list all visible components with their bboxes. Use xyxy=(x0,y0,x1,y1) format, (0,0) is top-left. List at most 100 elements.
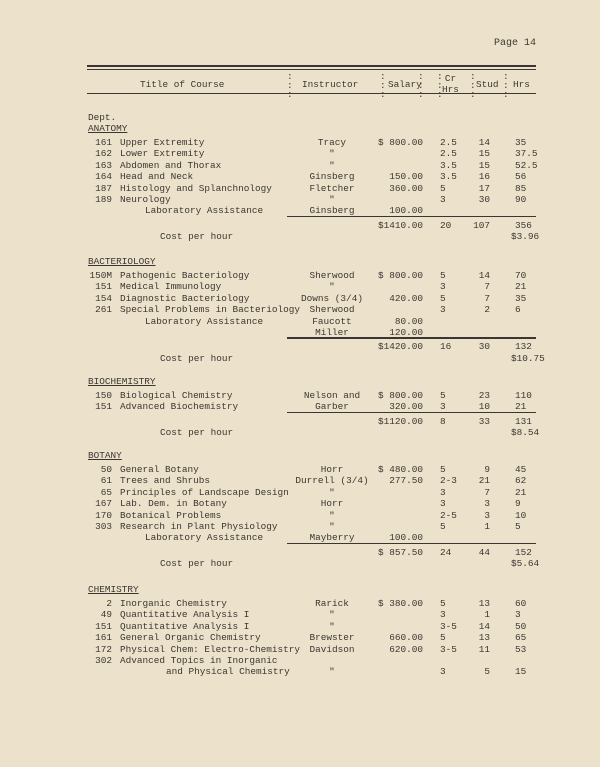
hours: 35 xyxy=(515,137,527,148)
header-colon: : xyxy=(287,71,293,82)
salary: 100.00 xyxy=(389,532,423,544)
hours: 35 xyxy=(515,292,527,304)
course-number: 161 xyxy=(95,632,112,644)
course-title: Inorganic Chemistry xyxy=(120,598,227,609)
credit-hours: 3 xyxy=(440,281,446,293)
total-hours: 152 xyxy=(515,546,532,558)
course-number: 162 xyxy=(95,148,112,160)
course-number: 151 xyxy=(95,401,112,413)
students: 13 xyxy=(478,598,490,609)
hours: 52.5 xyxy=(515,159,538,171)
total-students: 30 xyxy=(478,341,490,353)
hours: 56 xyxy=(515,171,527,183)
total-students: 33 xyxy=(478,415,490,427)
course-title: Lab. Dem. in Botany xyxy=(120,498,227,510)
salary: 360.00 xyxy=(389,182,423,194)
hours: 85 xyxy=(515,182,527,194)
header-colon: : xyxy=(287,80,293,91)
hours: 65 xyxy=(515,632,527,644)
course-number: 170 xyxy=(95,509,112,521)
course-title: Botanical Problems xyxy=(120,509,222,521)
hours: 21 xyxy=(515,486,527,498)
hours: 5 xyxy=(515,521,521,532)
course-title: Special Problems in Bacteriology xyxy=(120,304,301,316)
total-credit-hours: 16 xyxy=(440,341,452,353)
students: 1 xyxy=(484,521,490,532)
hours: 21 xyxy=(515,281,527,293)
section-heading: CHEMISTRY xyxy=(88,584,139,595)
hours: 37.5 xyxy=(515,148,538,160)
header-colon: : xyxy=(418,80,424,91)
course-number: 303 xyxy=(95,521,112,532)
course-number: 150M xyxy=(89,270,112,281)
hours: 15 xyxy=(515,666,527,678)
credit-hours: 5 xyxy=(440,598,446,609)
header-colon: : xyxy=(380,89,386,100)
course-title: Biological Chemistry xyxy=(120,390,233,401)
students: 1 xyxy=(484,609,490,621)
header-rule xyxy=(87,93,536,95)
total-rule xyxy=(287,542,536,545)
header-colon: : xyxy=(503,89,509,100)
salary: 120.00 xyxy=(389,327,423,338)
course-title: Research in Plant Physiology xyxy=(120,521,278,532)
students: 23 xyxy=(478,390,490,401)
header-colon: : xyxy=(418,89,424,100)
course-title: Quantitative Analysis I xyxy=(120,620,250,632)
credit-hours: 5 xyxy=(440,632,446,644)
cost-per-hour-value: $5.64 xyxy=(511,558,540,570)
instructor: " xyxy=(329,486,335,498)
credit-hours: 2.5 xyxy=(440,137,457,148)
salary: 420.00 xyxy=(389,292,423,304)
credit-hours: 5 xyxy=(440,521,446,532)
instructor: " xyxy=(329,609,335,621)
course-title: Medical Immunology xyxy=(120,281,222,293)
instructor: Faucott xyxy=(312,315,352,327)
credit-hours: 5 xyxy=(440,464,446,475)
hours: 60 xyxy=(515,598,527,609)
credit-hours: 3.5 xyxy=(440,171,457,183)
instructor: Brewster xyxy=(309,632,355,644)
course-number: 49 xyxy=(100,609,112,621)
instructor: Downs (3/4) xyxy=(301,292,363,304)
page-number: Page 14 xyxy=(494,38,537,49)
instructor: Durrell (3/4) xyxy=(295,475,369,487)
students: 17 xyxy=(478,182,490,194)
instructor: " xyxy=(329,281,335,293)
header-colon: : xyxy=(437,71,443,82)
total-hours: 132 xyxy=(515,341,532,353)
salary: $ 380.00 xyxy=(377,598,423,609)
header-title: Title of Course xyxy=(140,79,225,90)
instructor: Miller xyxy=(315,327,349,338)
students: 16 xyxy=(478,171,490,183)
course-title: Advanced Biochemistry xyxy=(120,401,239,413)
cost-per-hour-value: $10.75 xyxy=(511,352,545,364)
dept-label: Dept. xyxy=(88,112,117,123)
total-credit-hours: 20 xyxy=(440,219,452,231)
students: 13 xyxy=(478,632,490,644)
instructor: Horr xyxy=(320,464,344,475)
section-heading: ANATOMY xyxy=(88,123,128,134)
instructor: Tracy xyxy=(317,137,347,148)
salary: $ 800.00 xyxy=(377,137,423,148)
hours: 9 xyxy=(515,498,521,510)
course-number: 154 xyxy=(95,292,112,304)
total-credit-hours: 24 xyxy=(440,546,452,558)
instructor: " xyxy=(329,148,335,160)
total-hours: 356 xyxy=(515,219,532,231)
course-title: Pathogenic Bacteriology xyxy=(120,270,250,281)
course-number: 151 xyxy=(95,620,112,632)
students: 10 xyxy=(478,401,490,413)
credit-hours: 5 xyxy=(440,270,446,281)
students: 11 xyxy=(478,643,490,655)
course-number: 189 xyxy=(95,194,112,205)
header-colon: : xyxy=(437,80,443,91)
total-rule xyxy=(287,411,536,414)
students: 15 xyxy=(478,148,490,160)
hours: 45 xyxy=(515,464,527,475)
course-title: Laboratory Assistance xyxy=(145,315,264,327)
section-heading: BOTANY xyxy=(88,450,122,461)
total-salary: $ 857.50 xyxy=(377,546,423,558)
total-rule xyxy=(287,215,536,218)
instructor: " xyxy=(329,509,335,521)
